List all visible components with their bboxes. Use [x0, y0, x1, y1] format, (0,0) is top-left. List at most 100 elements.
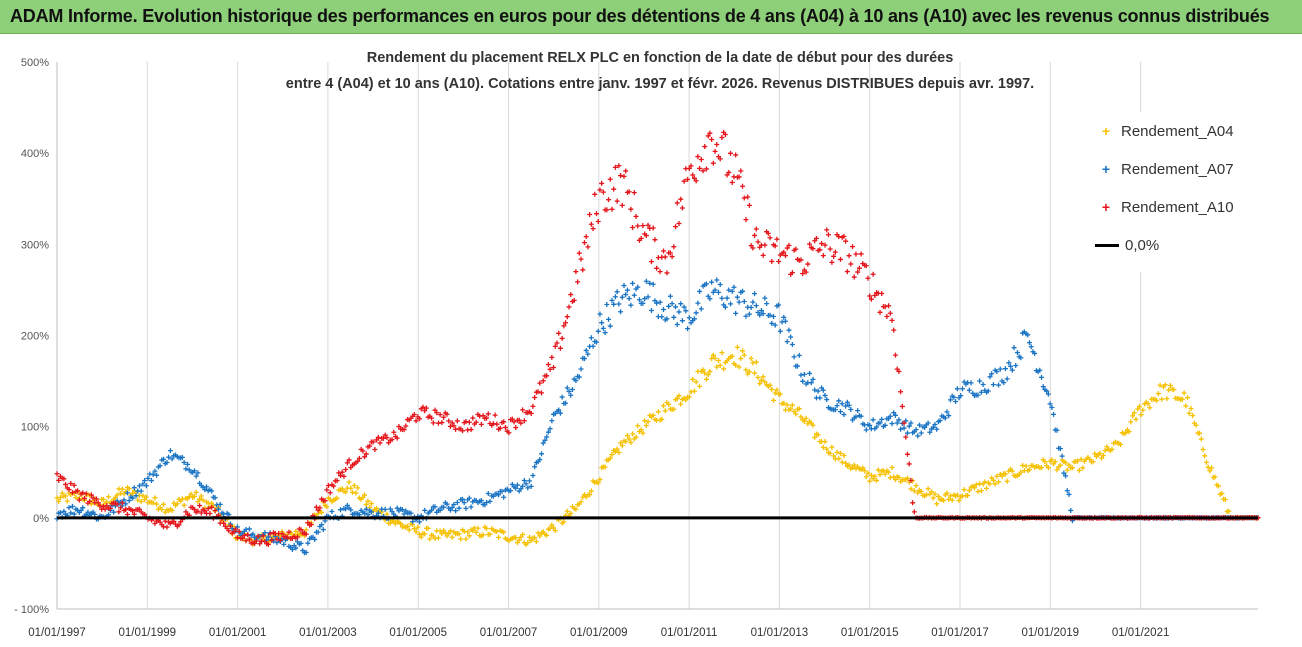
point-rendement_a07 [136, 483, 142, 489]
point-rendement_a04 [633, 434, 639, 440]
point-rendement_a10 [559, 335, 565, 341]
point-rendement_a04 [458, 536, 464, 542]
point-rendement_a10 [661, 248, 667, 254]
point-rendement_a04 [934, 501, 940, 507]
point-rendement_a10 [107, 505, 113, 511]
point-rendement_a07 [441, 504, 447, 510]
point-rendement_a10 [702, 144, 708, 150]
point-rendement_a10 [265, 541, 271, 547]
point-rendement_a04 [1166, 387, 1172, 393]
point-rendement_a04 [626, 436, 632, 442]
point-rendement_a10 [520, 407, 526, 413]
point-rendement_a07 [997, 366, 1003, 372]
point-rendement_a07 [887, 413, 893, 419]
point-rendement_a07 [66, 505, 72, 511]
y-tick-label: 200% [21, 331, 49, 343]
point-rendement_a07 [585, 351, 591, 357]
point-rendement_a10 [209, 504, 215, 510]
point-rendement_a10 [539, 390, 545, 396]
point-rendement_a04 [334, 495, 340, 501]
point-rendement_a04 [623, 438, 629, 444]
point-rendement_a04 [552, 528, 558, 534]
x-tick-label: 01/01/2013 [751, 627, 809, 639]
point-rendement_a04 [628, 440, 634, 446]
point-rendement_a10 [114, 501, 120, 507]
point-rendement_a07 [399, 507, 405, 513]
point-rendement_a10 [789, 270, 795, 276]
point-rendement_a07 [449, 505, 455, 511]
point-rendement_a04 [1154, 397, 1160, 403]
point-rendement_a07 [387, 506, 393, 512]
point-rendement_a04 [1140, 407, 1146, 413]
point-rendement_a07 [250, 531, 256, 537]
point-rendement_a07 [461, 500, 467, 506]
point-rendement_a07 [667, 293, 673, 299]
point-rendement_a04 [159, 506, 165, 512]
point-rendement_a07 [337, 507, 343, 513]
point-rendement_a10 [709, 136, 715, 142]
point-rendement_a10 [411, 411, 417, 417]
point-rendement_a10 [750, 245, 756, 251]
point-rendement_a10 [564, 314, 570, 320]
point-rendement_a04 [831, 453, 837, 459]
point-rendement_a07 [618, 309, 624, 315]
series-rendement_a07 [54, 277, 1261, 556]
point-rendement_a07 [1013, 362, 1019, 368]
point-rendement_a10 [234, 535, 240, 541]
point-rendement_a04 [661, 403, 667, 409]
point-rendement_a04 [762, 379, 768, 385]
chart-title-line2: entre 4 (A04) et 10 ans (A10). Cotations… [285, 76, 1035, 92]
point-rendement_a10 [867, 293, 873, 299]
point-rendement_a04 [987, 481, 993, 487]
point-rendement_a07 [576, 374, 582, 380]
point-rendement_a04 [889, 464, 895, 470]
point-rendement_a04 [932, 491, 938, 497]
point-rendement_a07 [944, 409, 950, 415]
point-rendement_a07 [990, 382, 996, 388]
point-rendement_a07 [654, 300, 660, 306]
point-rendement_a04 [860, 465, 866, 471]
point-rendement_a07 [743, 313, 749, 319]
point-rendement_a04 [700, 367, 706, 373]
point-rendement_a07 [124, 490, 130, 496]
point-rendement_a04 [1126, 429, 1132, 435]
point-rendement_a04 [733, 362, 739, 368]
point-rendement_a07 [382, 506, 388, 512]
y-tick-label: 100% [21, 422, 49, 434]
point-rendement_a04 [360, 495, 366, 501]
point-rendement_a04 [1090, 459, 1096, 465]
point-rendement_a04 [1064, 467, 1070, 473]
point-rendement_a07 [614, 289, 620, 295]
point-rendement_a10 [429, 415, 435, 421]
point-rendement_a04 [638, 427, 644, 433]
point-rendement_a07 [913, 427, 919, 433]
point-rendement_a04 [1226, 508, 1232, 514]
point-rendement_a04 [348, 485, 354, 491]
point-rendement_a10 [606, 197, 612, 203]
point-rendement_a10 [367, 443, 373, 449]
point-rendement_a04 [666, 401, 672, 407]
point-rendement_a07 [212, 495, 218, 501]
point-rendement_a04 [1188, 405, 1194, 411]
point-rendement_a07 [647, 280, 653, 286]
point-rendement_a04 [293, 528, 299, 534]
point-rendement_a04 [1052, 459, 1058, 465]
point-rendement_a04 [398, 521, 404, 527]
point-rendement_a04 [449, 534, 455, 540]
point-rendement_a10 [279, 531, 285, 537]
y-tick-label: 0% [33, 513, 49, 525]
point-rendement_a04 [528, 538, 534, 544]
point-rendement_a04 [896, 475, 902, 481]
point-rendement_a07 [722, 304, 728, 310]
point-rendement_a10 [846, 253, 852, 259]
point-rendement_a10 [621, 173, 627, 179]
point-rendement_a07 [1044, 388, 1050, 394]
point-rendement_a04 [607, 455, 613, 461]
point-rendement_a04 [1167, 382, 1173, 388]
point-rendement_a04 [487, 531, 493, 537]
point-rendement_a10 [485, 411, 491, 417]
point-rendement_a07 [892, 412, 898, 418]
point-rendement_a04 [355, 485, 361, 491]
point-rendement_a10 [769, 258, 775, 264]
point-rendement_a04 [777, 391, 783, 397]
